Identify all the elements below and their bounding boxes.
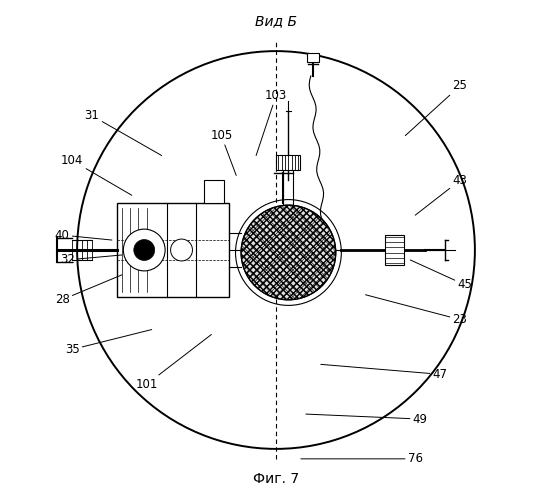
Text: 40: 40 — [55, 228, 112, 241]
Text: 47: 47 — [321, 364, 448, 381]
Circle shape — [134, 240, 155, 260]
Text: 32: 32 — [60, 254, 122, 266]
Text: 103: 103 — [256, 90, 287, 156]
Text: 76: 76 — [301, 452, 423, 466]
Bar — [277, 154, 300, 170]
Bar — [117, 203, 229, 297]
Bar — [385, 234, 404, 266]
Circle shape — [123, 229, 165, 271]
Text: 35: 35 — [65, 330, 152, 356]
Text: 101: 101 — [136, 334, 211, 391]
Text: Фиг. 7: Фиг. 7 — [253, 472, 299, 486]
Text: 43: 43 — [415, 174, 468, 215]
Circle shape — [171, 239, 193, 261]
Text: 31: 31 — [84, 110, 162, 156]
Text: 104: 104 — [61, 154, 132, 196]
Text: 45: 45 — [410, 260, 473, 292]
Bar — [307, 53, 319, 62]
Text: Вид Б: Вид Б — [255, 14, 297, 28]
Circle shape — [241, 205, 336, 300]
Text: 25: 25 — [405, 80, 468, 136]
Text: 23: 23 — [365, 294, 468, 326]
Text: 105: 105 — [210, 129, 236, 176]
Bar — [204, 180, 224, 203]
Text: 49: 49 — [306, 412, 428, 426]
Text: 28: 28 — [55, 275, 122, 306]
Circle shape — [241, 205, 336, 300]
